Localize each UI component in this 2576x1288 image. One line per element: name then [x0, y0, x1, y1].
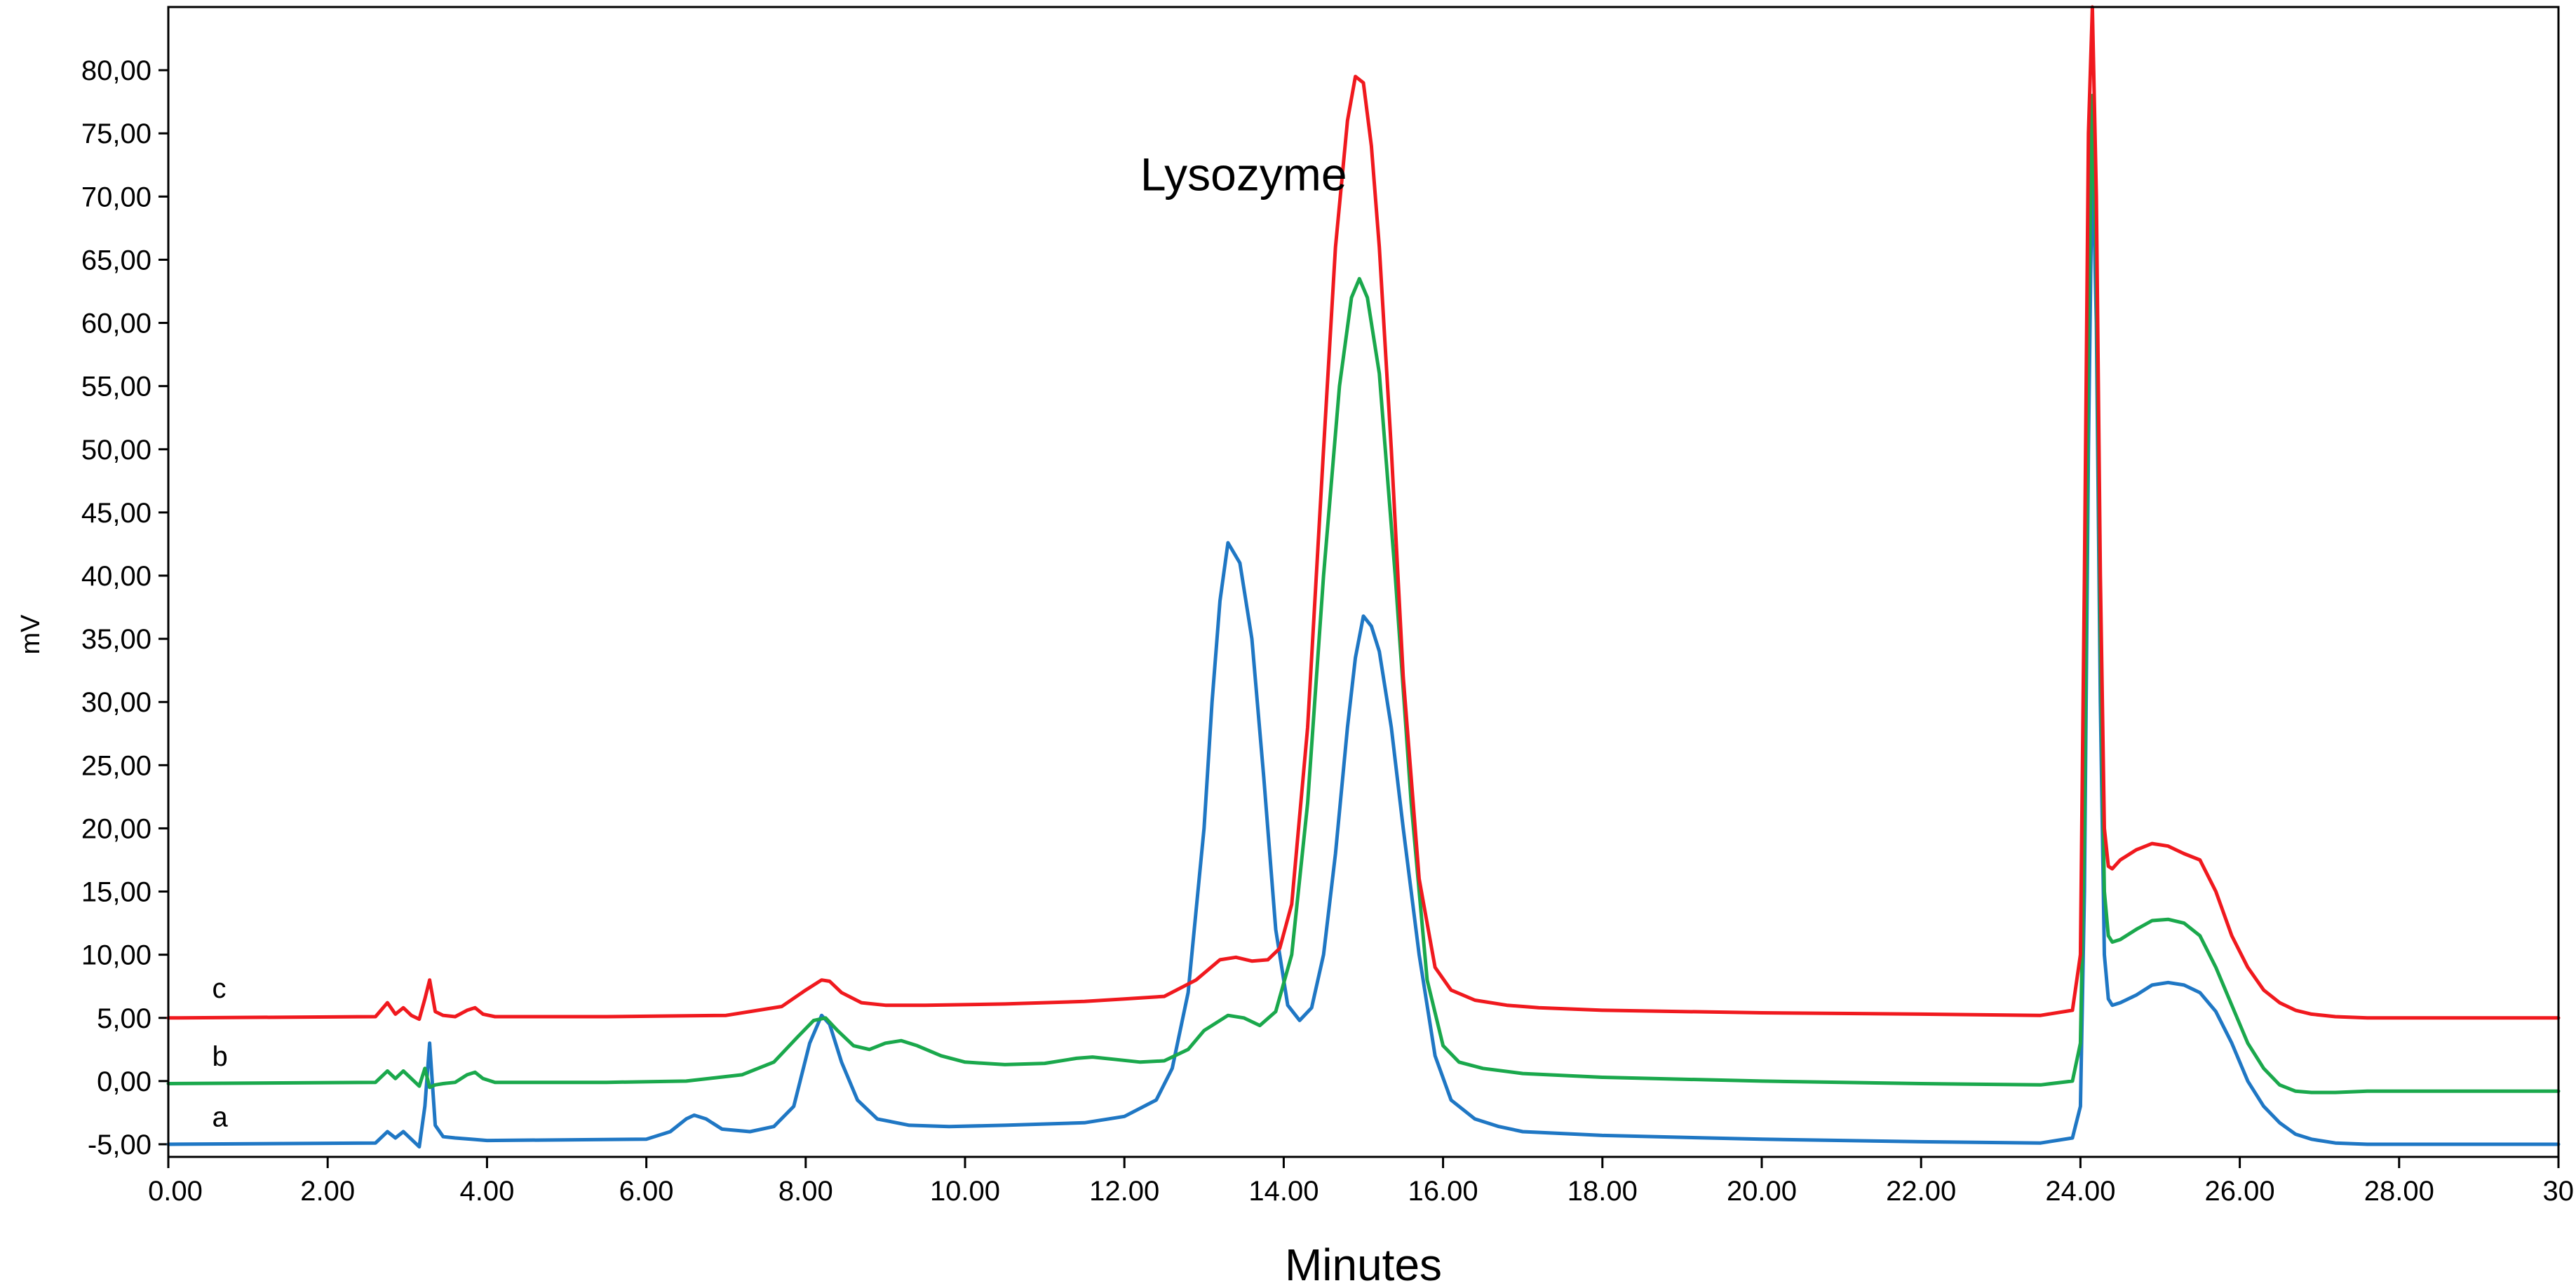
x-tick-label: 10.00	[930, 1176, 1000, 1207]
x-axis-title: Minutes	[1285, 1240, 1442, 1288]
x-tick-label: 6.00	[619, 1176, 674, 1207]
series-line-a	[166, 144, 2561, 1149]
y-tick-label: 60,00	[81, 309, 151, 339]
y-tick-label: 35,00	[81, 624, 151, 655]
y-tick-label: 55,00	[81, 372, 151, 402]
x-tick-label: 18.00	[1567, 1176, 1638, 1207]
x-tick-label: 8.00	[778, 1176, 833, 1207]
y-tick-label: 50,00	[81, 435, 151, 466]
series-label-b: b	[212, 1041, 227, 1072]
x-tick-label: 26.00	[2205, 1176, 2275, 1207]
y-axis-title: mV	[16, 614, 46, 655]
x-tick-label: 2.00	[300, 1176, 355, 1207]
y-tick-label: 5,00	[97, 1003, 151, 1034]
series-line-b	[166, 93, 2561, 1094]
series-labels: c ba	[212, 973, 228, 1133]
y-tick-label: 25,00	[81, 750, 151, 781]
x-tick-label: 16.00	[1408, 1176, 1478, 1207]
y-tick-label: 20,00	[81, 813, 151, 844]
series-label-a: a	[212, 1102, 228, 1133]
x-tick-label: 30	[2543, 1176, 2575, 1207]
x-tick-label: 4.00	[459, 1176, 514, 1207]
y-tick-label: 10,00	[81, 940, 151, 971]
plot-area-frame	[167, 6, 2560, 1158]
y-tick-label: 40,00	[81, 561, 151, 592]
x-tick-label: 24.00	[2045, 1176, 2115, 1207]
y-tick-label: 15,00	[81, 877, 151, 908]
y-tick-label: 70,00	[81, 182, 151, 212]
x-tick-label: 22.00	[1886, 1176, 1956, 1207]
x-tick-label: 20.00	[1727, 1176, 1797, 1207]
y-tick-label: 80,00	[81, 55, 151, 86]
x-axis-ticks: 0.00 2.00 4.00 6.00 8.00 10.00 12.00 14.00 16.00…	[148, 1157, 2574, 1207]
y-tick-label: 30,00	[81, 687, 151, 718]
x-tick-label: 14.00	[1248, 1176, 1319, 1207]
series-line-c	[166, 5, 2561, 1022]
x-tick-label: 0.00	[148, 1176, 203, 1207]
series-lines	[166, 5, 2561, 1149]
lysozyme-annotation: Lysozyme	[1140, 148, 1347, 200]
x-tick-label: 28.00	[2364, 1176, 2434, 1207]
series-label-c: c	[212, 973, 226, 1004]
x-tick-label: 12.00	[1089, 1176, 1159, 1207]
y-tick-label: 65,00	[81, 245, 151, 276]
y-tick-label: -5,00	[88, 1130, 151, 1160]
y-tick-label: 45,00	[81, 498, 151, 529]
y-tick-label: 0,00	[97, 1066, 151, 1097]
y-axis-ticks: -5,00 0,00 5,00 10,00 15,00 20,00 25,00 30,00 35…	[81, 55, 168, 1160]
y-tick-label: 75,00	[81, 118, 151, 149]
